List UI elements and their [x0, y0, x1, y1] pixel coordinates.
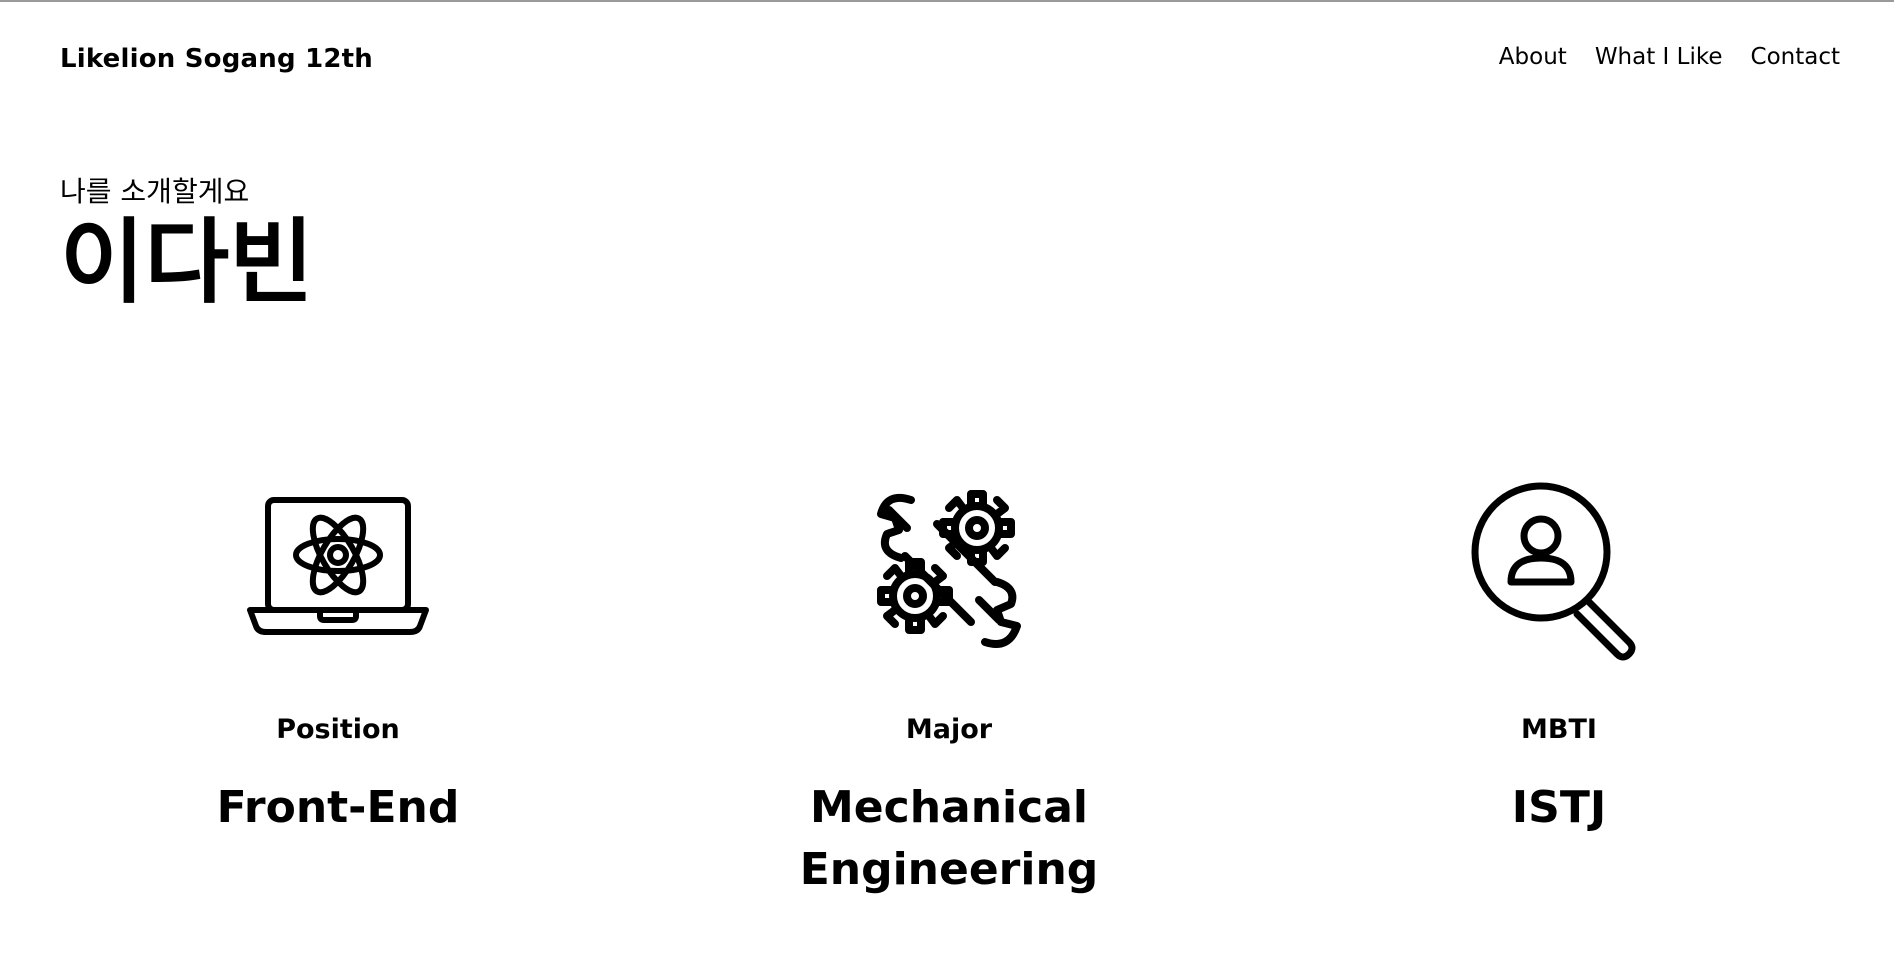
card-value-mbti: ISTJ [1511, 782, 1607, 833]
nav-link-contact[interactable]: Contact [1750, 44, 1840, 70]
wrench-gears-icon [877, 490, 1021, 648]
intro-subtitle: 나를 소개할게요 [60, 175, 250, 208]
nav-link-what-i-like[interactable]: What I Like [1594, 44, 1723, 70]
info-card-position: Position Front-End [58, 470, 618, 839]
nav-link-about[interactable]: About [1498, 44, 1567, 70]
laptop-atom-icon [247, 497, 429, 635]
card-label-major: Major [905, 714, 993, 745]
top-border [0, 0, 1894, 2]
card-value-major: Mechanical Engineering [799, 782, 1099, 895]
card-label-mbti: MBTI [1521, 714, 1597, 745]
intro-name: 이다빈 [60, 209, 314, 316]
card-label-position: Position [276, 714, 400, 745]
site-header: Likelion Sogang 12th About What I Like C… [60, 40, 1840, 76]
main-nav: About What I Like Contact [1499, 44, 1840, 70]
card-value-position: Front-End [216, 782, 460, 833]
user-search-icon [1471, 482, 1636, 661]
info-card-mbti: MBTI ISTJ [1279, 470, 1839, 839]
info-card-major: Major Mechanical Engineering [669, 470, 1229, 900]
site-brand[interactable]: Likelion Sogang 12th [60, 44, 373, 74]
